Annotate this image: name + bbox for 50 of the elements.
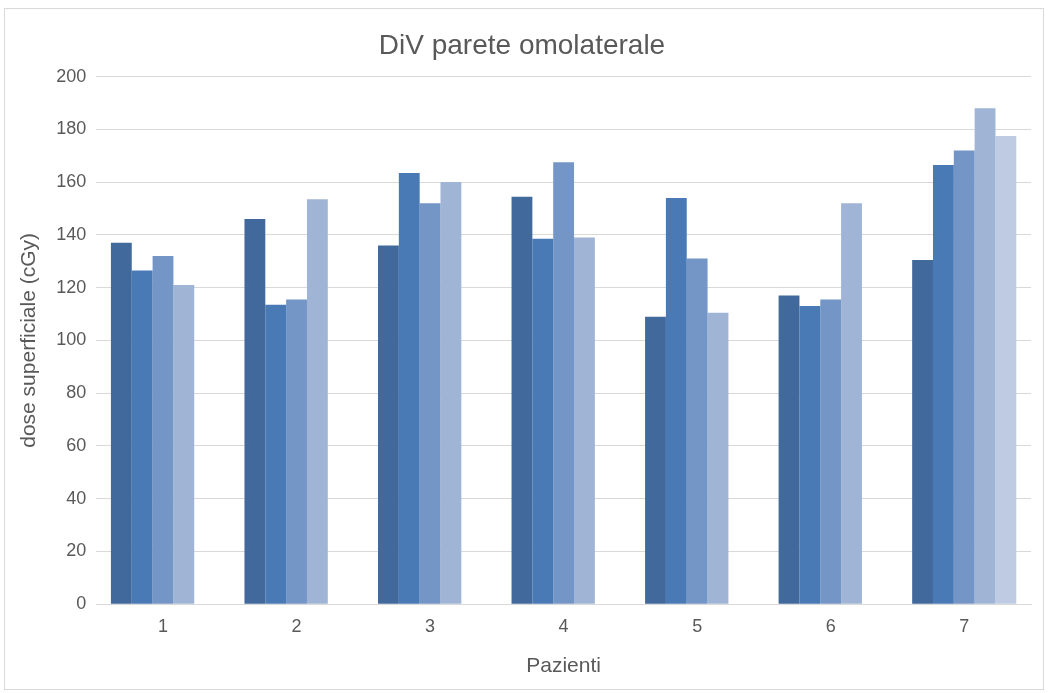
bar (974, 108, 996, 604)
bar (953, 150, 975, 604)
bar (841, 203, 862, 604)
bar (665, 197, 687, 604)
bar (574, 237, 595, 604)
x-tick-label: 3 (425, 615, 436, 636)
bar (244, 219, 266, 604)
y-axis-title: dose superficiale (cGy) (16, 233, 40, 448)
bar (110, 242, 132, 604)
y-tick-label: 80 (66, 382, 87, 403)
bar (378, 245, 399, 604)
bar (686, 258, 708, 604)
y-tick-label: 60 (66, 434, 87, 455)
bar (778, 295, 800, 604)
bar (306, 199, 328, 604)
y-tick-label: 180 (56, 118, 87, 139)
y-tick-label: 120 (56, 276, 87, 297)
bar (707, 312, 729, 604)
y-tick-label: 40 (66, 487, 87, 508)
bar (440, 182, 462, 604)
y-tick-label: 200 (56, 65, 87, 86)
y-tick-label: 20 (66, 540, 87, 561)
bar (995, 135, 1017, 604)
bar (286, 299, 307, 604)
bar (799, 306, 821, 604)
bar (932, 164, 954, 604)
x-tick-label: 5 (692, 615, 703, 636)
bar (131, 270, 153, 604)
bar (419, 203, 441, 604)
bar (645, 316, 666, 604)
y-tick-label: 100 (56, 329, 87, 350)
y-tick-label: 160 (56, 171, 87, 192)
chart-title: DiV parete omolaterale (378, 28, 666, 60)
bar (532, 238, 554, 604)
x-tick-label: 6 (825, 615, 836, 636)
bar (511, 196, 533, 604)
bar (912, 259, 933, 604)
bar (553, 162, 575, 604)
bar (173, 285, 195, 604)
y-tick-label: 0 (76, 593, 87, 614)
x-axis-title: Pazienti (526, 653, 601, 677)
x-tick-label: 7 (959, 615, 970, 636)
x-tick-label: 1 (157, 615, 169, 636)
bar (152, 255, 174, 604)
bar (265, 304, 287, 604)
y-tick-label: 140 (56, 223, 87, 244)
x-tick-label: 2 (291, 615, 302, 636)
x-tick-label: 4 (558, 615, 569, 636)
bar (820, 299, 842, 604)
bar (398, 172, 420, 604)
